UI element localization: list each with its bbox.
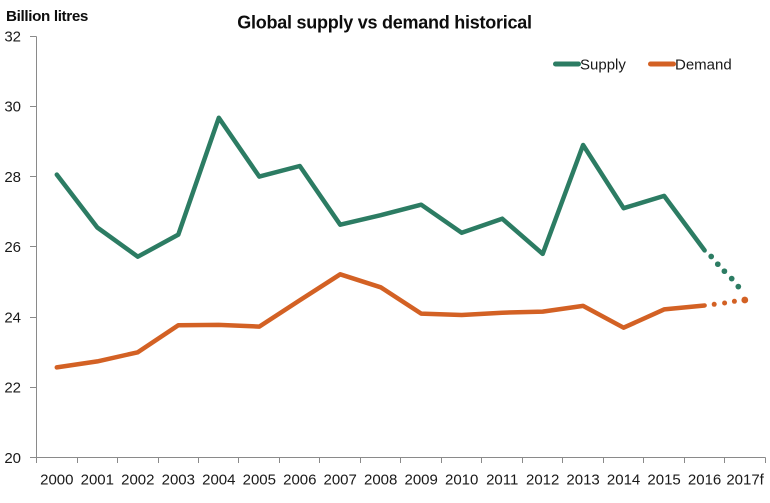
svg-text:2005: 2005 (243, 472, 276, 489)
svg-text:Billion litres: Billion litres (6, 8, 88, 25)
svg-text:2017f: 2017f (726, 472, 764, 489)
svg-text:2004: 2004 (202, 472, 235, 489)
svg-text:2012: 2012 (526, 472, 559, 489)
svg-text:22: 22 (4, 380, 21, 397)
svg-text:2010: 2010 (445, 472, 478, 489)
svg-text:2007: 2007 (324, 472, 357, 489)
svg-text:2009: 2009 (405, 472, 438, 489)
svg-text:Global supply vs demand histor: Global supply vs demand historical (237, 12, 532, 32)
svg-text:2014: 2014 (607, 472, 640, 489)
svg-text:20: 20 (4, 450, 21, 467)
svg-text:30: 30 (4, 99, 21, 116)
svg-text:2000: 2000 (40, 472, 73, 489)
svg-text:32: 32 (4, 28, 21, 45)
svg-text:Supply: Supply (580, 56, 626, 73)
svg-text:Demand: Demand (675, 56, 732, 73)
svg-text:28: 28 (4, 169, 21, 186)
svg-text:2013: 2013 (566, 472, 599, 489)
svg-text:2002: 2002 (121, 472, 154, 489)
svg-text:2006: 2006 (283, 472, 316, 489)
svg-text:2008: 2008 (364, 472, 397, 489)
svg-text:2011: 2011 (486, 472, 518, 489)
svg-text:24: 24 (4, 309, 21, 326)
svg-text:26: 26 (4, 239, 21, 256)
svg-text:2003: 2003 (162, 472, 195, 489)
svg-text:2016: 2016 (688, 472, 721, 489)
svg-text:2015: 2015 (647, 472, 680, 489)
svg-text:2001: 2001 (81, 472, 114, 489)
